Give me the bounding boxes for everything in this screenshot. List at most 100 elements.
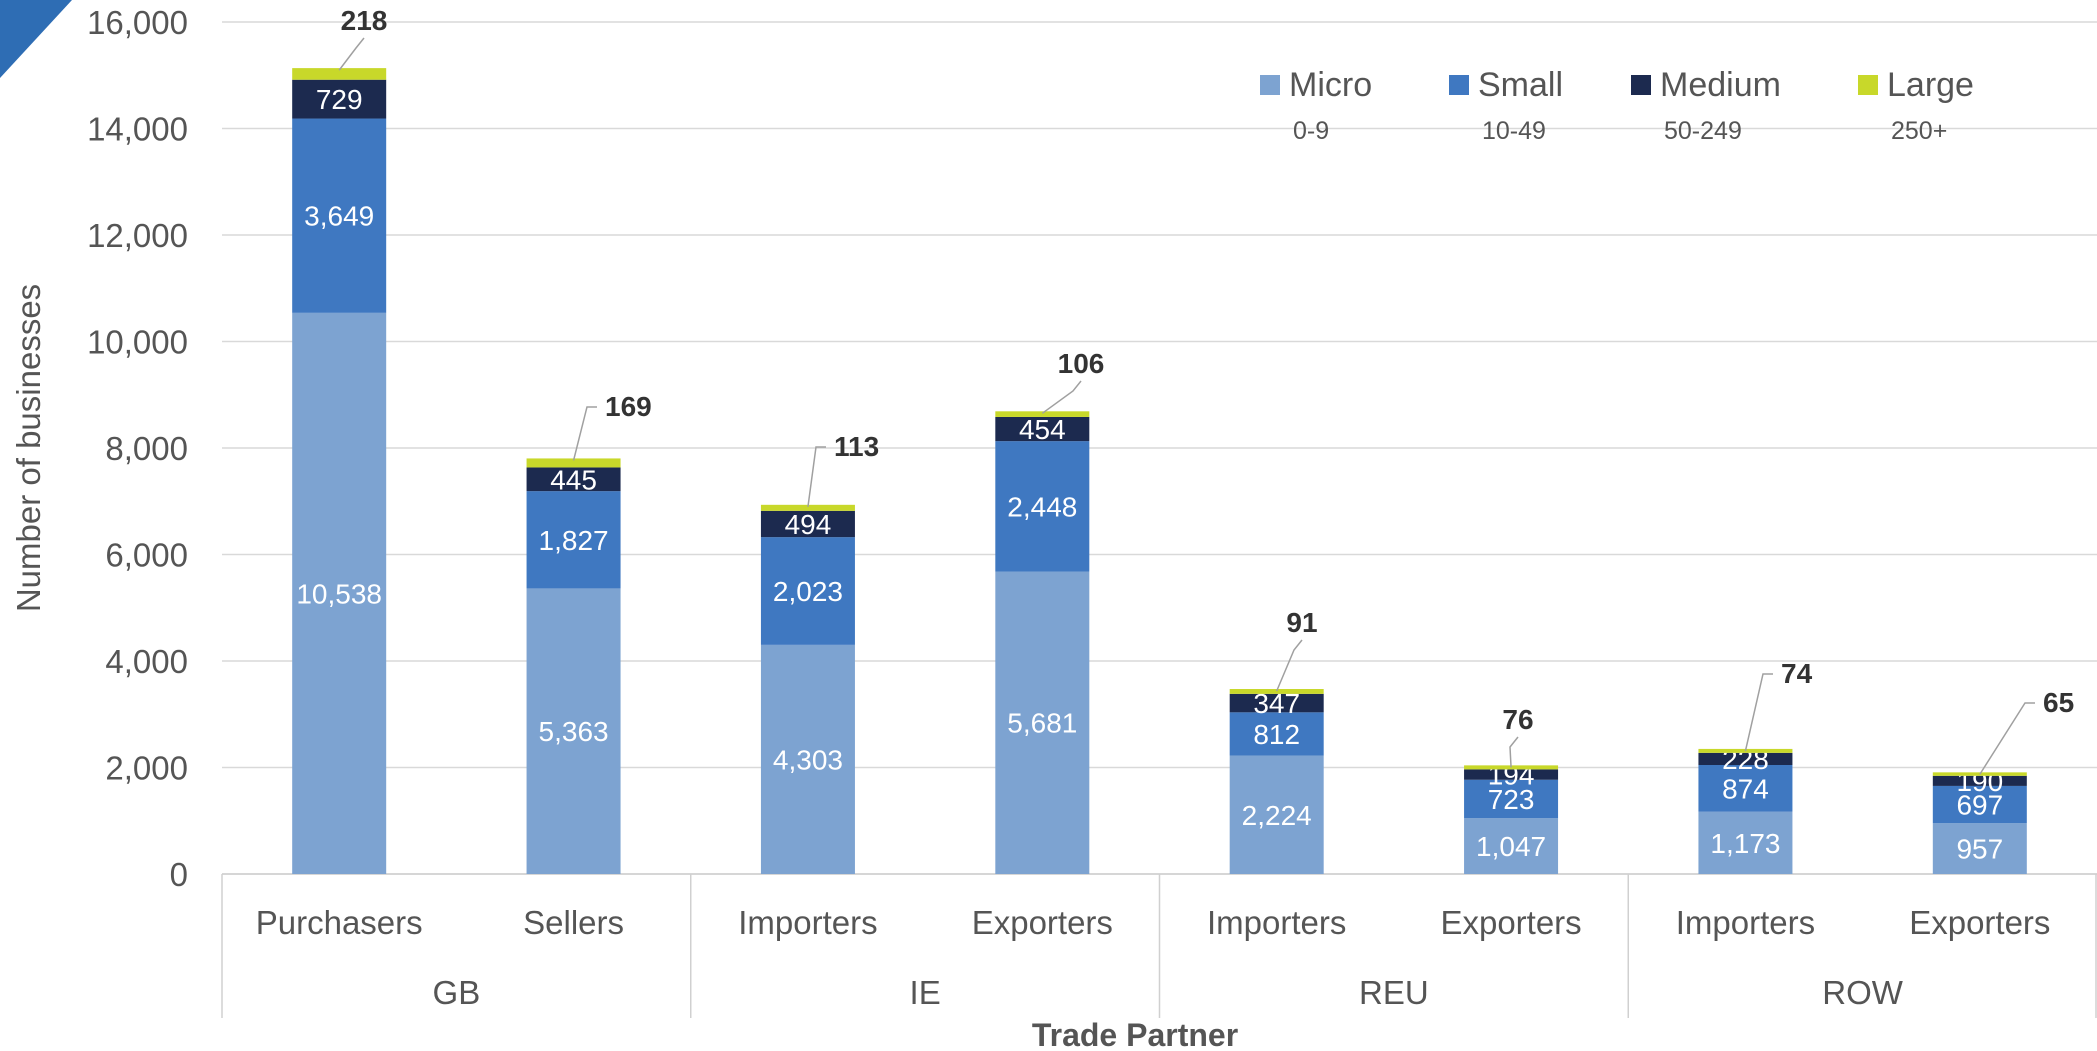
y-axis-ticks: 0 2,000 4,000 6,000 8,000 10,000 12,000 14,000 1… (87, 4, 188, 893)
data-label-small: 812 (1253, 719, 1300, 750)
x-group-label: REU (1359, 974, 1429, 1011)
bar-segment-medium (526, 467, 621, 492)
bar-stack: 10,538 3,649 729 218 (292, 5, 387, 874)
bar-stack: 4,303 2,023 494 113 (760, 431, 879, 874)
data-label-large: 169 (605, 391, 652, 422)
bar-stack: 5,363 1,827 445 169 (526, 391, 652, 874)
data-label-micro: 4,303 (773, 744, 843, 775)
legend: Micro 0-9 Small 10-49 Medium 50-249 Large 250+ (1260, 66, 1974, 145)
data-label-micro: 5,363 (539, 716, 609, 747)
bar-segment-large (760, 504, 855, 511)
data-label-small: 723 (1488, 784, 1535, 815)
x-category-label: Purchasers (256, 904, 423, 941)
data-label-medium: 445 (550, 464, 597, 495)
bar-segment-micro (1464, 818, 1559, 874)
bar-segment-small (292, 118, 387, 313)
bar-segment-large (292, 68, 387, 80)
bar-segment-large (526, 458, 621, 468)
legend-item-small: Small 10-49 (1449, 66, 1563, 145)
bar-segment-medium (760, 510, 855, 538)
bar-segment-micro (1932, 823, 2027, 874)
bar-segment-micro (1229, 755, 1324, 874)
data-label-large: 74 (1781, 658, 1813, 689)
bar-segment-medium (1698, 752, 1793, 765)
x-category-label: Importers (738, 904, 877, 941)
bar-segment-micro (526, 588, 621, 874)
legend-label: Medium (1660, 66, 1781, 104)
data-label-large: 65 (2043, 687, 2074, 718)
bar-segment-micro (995, 571, 1090, 874)
bar-segment-medium (1932, 775, 2027, 786)
data-label-small: 2,448 (1007, 491, 1077, 522)
y-tick-label: 12,000 (87, 217, 188, 254)
x-category-label: Exporters (1909, 904, 2050, 941)
legend-item-medium: Medium 50-249 (1631, 66, 1781, 145)
data-label-small: 874 (1722, 773, 1769, 804)
y-tick-label: 4,000 (105, 643, 188, 680)
legend-size-range: 50-249 (1664, 117, 1742, 145)
leader-line (1275, 639, 1303, 692)
bar-segment-medium (292, 79, 387, 119)
data-label-large: 218 (341, 5, 388, 36)
legend-item-large: Large 250+ (1858, 66, 1974, 145)
bar-segment-micro (292, 312, 387, 874)
data-label-medium: 190 (1956, 766, 2003, 797)
x-category-label: Sellers (523, 904, 624, 941)
bar-segment-small (995, 441, 1090, 572)
x-group-label: ROW (1822, 974, 1904, 1011)
legend-label: Large (1887, 66, 1974, 104)
y-tick-label: 0 (170, 856, 188, 893)
legend-size-range: 250+ (1891, 117, 1947, 145)
leader-line (1979, 702, 2035, 775)
data-label-medium: 729 (316, 84, 363, 115)
leader-line (572, 406, 597, 461)
corner-accent-shape (0, 0, 72, 78)
data-label-micro: 1,173 (1710, 828, 1780, 859)
legend-label: Small (1478, 66, 1563, 104)
data-label-medium: 494 (785, 509, 832, 540)
legend-label: Micro (1289, 66, 1372, 104)
bar-segment-medium (1464, 769, 1559, 780)
x-group-label: IE (910, 974, 941, 1011)
y-axis-title: Number of businesses (10, 284, 47, 612)
bar-segment-small (1698, 764, 1793, 812)
data-label-small: 2,023 (773, 576, 843, 607)
data-label-micro: 1,047 (1476, 831, 1546, 862)
leader-line (1041, 380, 1082, 414)
bar-segment-small (1229, 712, 1324, 756)
data-label-large: 106 (1058, 348, 1105, 379)
bar-segment-large (995, 411, 1090, 417)
data-label-small: 1,827 (539, 525, 609, 556)
bar-segment-small (760, 537, 855, 645)
legend-size-range: 10-49 (1482, 117, 1546, 145)
bar-segment-medium (1229, 693, 1324, 713)
data-label-small: 697 (1956, 789, 2003, 820)
data-label-micro: 957 (1956, 834, 2003, 865)
data-label-medium: 454 (1019, 414, 1066, 445)
bar-segment-large (1229, 689, 1324, 694)
y-tick-label: 16,000 (87, 4, 188, 41)
y-tick-label: 10,000 (87, 324, 188, 361)
data-label-large: 91 (1286, 607, 1317, 638)
x-group-label: GB (433, 974, 481, 1011)
x-category-label: Exporters (972, 904, 1113, 941)
leader-line (338, 37, 365, 71)
leader-line (807, 446, 826, 507)
y-tick-label: 14,000 (87, 111, 188, 148)
bars: 10,538 3,649 729 218 5,363 1,827 445 169 4,303 2,… (292, 5, 2074, 874)
legend-swatch (1631, 75, 1651, 95)
bar-segment-small (1932, 785, 2027, 824)
legend-swatch (1260, 75, 1280, 95)
data-label-micro: 2,224 (1242, 800, 1312, 831)
x-category-label: Importers (1207, 904, 1346, 941)
bar-segment-micro (1698, 811, 1793, 874)
bar-segment-small (1464, 779, 1559, 819)
legend-size-range: 0-9 (1293, 117, 1329, 145)
data-label-micro: 10,538 (296, 578, 382, 609)
bar-segment-medium (995, 416, 1090, 442)
bar-segment-micro (760, 644, 855, 874)
